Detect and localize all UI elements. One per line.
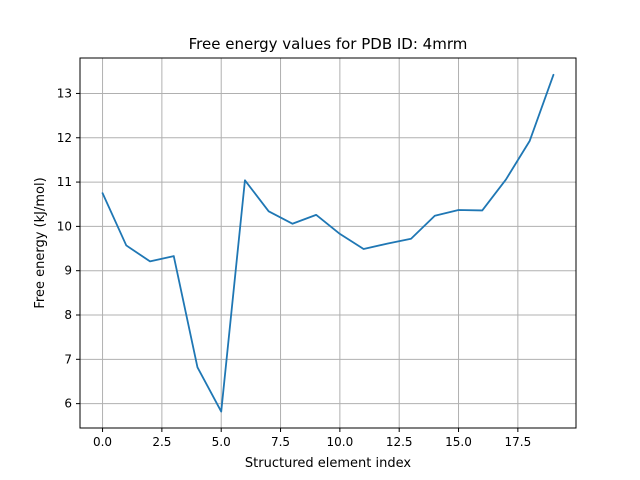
- x-axis-label: Structured element index: [245, 456, 411, 471]
- y-tick-label: 10: [57, 219, 72, 233]
- series-line: [101, 73, 555, 413]
- x-tick-label: 7.5: [271, 435, 290, 449]
- y-tick-label: 13: [57, 86, 72, 100]
- x-tick-label: 10.0: [327, 435, 354, 449]
- plot-frame: [79, 57, 577, 429]
- y-tick-label: 9: [64, 264, 72, 278]
- series-layer: [101, 73, 555, 413]
- chart-title: Free energy values for PDB ID: 4mrm: [189, 35, 468, 53]
- x-tick-label: 5.0: [212, 435, 231, 449]
- y-tick-label: 12: [57, 131, 72, 145]
- x-tick-label: 0.0: [93, 435, 112, 449]
- x-tick-label: 17.5: [504, 435, 531, 449]
- x-tick-label: 2.5: [152, 435, 171, 449]
- grid-layer: [80, 58, 576, 428]
- y-tick-label: 11: [57, 175, 72, 189]
- x-tick-label: 15.0: [445, 435, 472, 449]
- y-axis-label: Free energy (kJ/mol): [33, 177, 48, 308]
- tick-layer: 0.0 2.5 5.0 7.5 10.0 12.5 15.0 17.5 6 7 8 9 10 11 12 13: [57, 86, 531, 449]
- y-tick-label: 8: [64, 308, 72, 322]
- y-tick-label: 6: [64, 397, 72, 411]
- x-tick-label: 12.5: [386, 435, 413, 449]
- y-tick-label: 7: [64, 352, 72, 366]
